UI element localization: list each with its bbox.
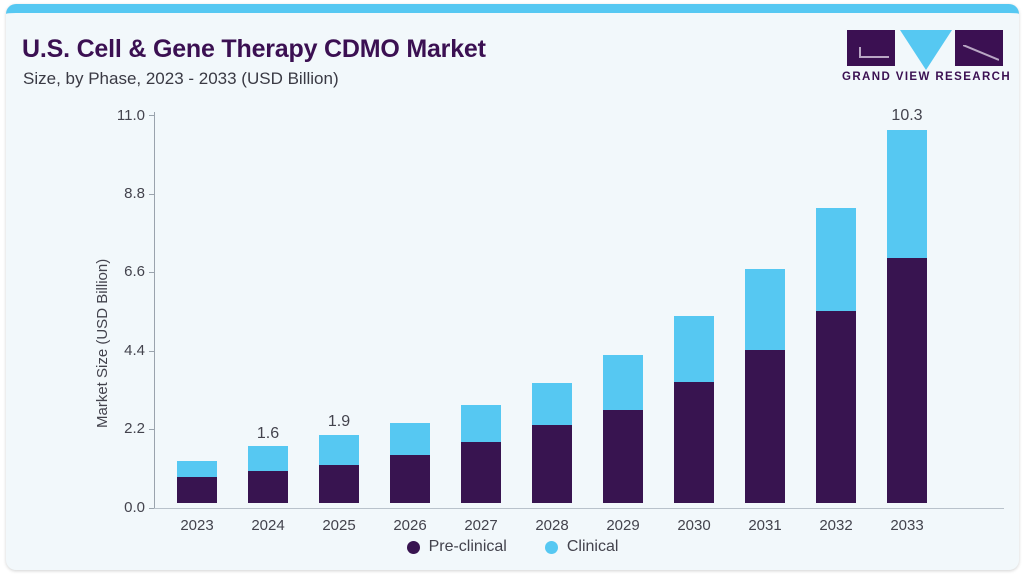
y-tick-mark-2: [149, 351, 155, 352]
bar-segment-preclinical: [532, 425, 572, 503]
bar-chart-plot: Market Size (USD Billion) 0.0 2.2 4.4 6.…: [6, 13, 1019, 570]
y-tick-mark-5: [149, 115, 155, 116]
bar-segment-clinical: [390, 423, 430, 455]
x-tick-label-2031: 2031: [748, 517, 782, 534]
bar-2023[interactable]: [177, 461, 217, 503]
page-subtitle: Size, by Phase, 2023 - 2033 (USD Billion…: [23, 69, 339, 88]
legend-item-pre-clinical[interactable]: Pre-clinical: [406, 538, 507, 556]
bar-2026[interactable]: [390, 423, 430, 503]
x-tick-label-2023: 2023: [180, 517, 214, 534]
x-axis-line: [154, 508, 1004, 509]
bar-value-label-2025: 1.9: [327, 413, 351, 430]
logo-marks: [847, 30, 1003, 70]
bar-segment-clinical: [248, 446, 288, 471]
legend-item-clinical[interactable]: Clinical: [544, 538, 619, 556]
bar-segment-clinical: [177, 461, 217, 477]
y-tick-label-3: 6.6: [124, 263, 145, 280]
x-tick-label-2028: 2028: [535, 517, 569, 534]
bar-segment-clinical: [674, 316, 714, 382]
logo-wordmark: GRAND VIEW RESEARCH: [842, 71, 1012, 83]
bar-segment-clinical: [461, 405, 501, 442]
bar-2032[interactable]: [816, 208, 856, 503]
bar-segment-preclinical: [319, 465, 359, 503]
x-tick-label-2033: 2033: [890, 517, 924, 534]
legend-label-clinical: Clinical: [566, 538, 619, 555]
bar-2029[interactable]: [603, 355, 643, 503]
legend-dot-icon-clinical: [544, 540, 558, 554]
y-tick-mark-1: [149, 429, 155, 430]
x-tick-label-2025: 2025: [322, 517, 356, 534]
bar-2028[interactable]: [532, 383, 572, 503]
logo-v-triangle-icon: [900, 30, 952, 70]
y-tick-mark-3: [149, 272, 155, 273]
bar-segment-preclinical: [461, 442, 501, 503]
bar-segment-preclinical: [745, 350, 785, 503]
y-tick-label-2: 4.4: [124, 342, 145, 359]
x-tick-label-2024: 2024: [251, 517, 285, 534]
bar-segment-clinical: [887, 130, 927, 258]
bar-2031[interactable]: [745, 269, 785, 503]
logo-g-icon: [847, 30, 895, 66]
x-tick-label-2029: 2029: [606, 517, 640, 534]
x-tick-label-2032: 2032: [819, 517, 853, 534]
bar-segment-preclinical: [603, 410, 643, 503]
bar-value-label-2033: 10.3: [891, 107, 923, 124]
bar-2027[interactable]: [461, 405, 501, 503]
bar-segment-preclinical: [390, 455, 430, 503]
bar-2025[interactable]: [319, 435, 359, 503]
x-tick-label-2026: 2026: [393, 517, 427, 534]
chart-legend: Pre-clinical Clinical: [6, 538, 1019, 556]
bar-2033[interactable]: [887, 130, 927, 503]
y-tick-label-1: 2.2: [124, 420, 145, 437]
bar-segment-preclinical: [177, 477, 217, 503]
x-tick-label-2027: 2027: [464, 517, 498, 534]
bar-segment-clinical: [816, 208, 856, 311]
logo-g-notch: [859, 47, 889, 58]
grand-view-research-logo: GRAND VIEW RESEARCH: [842, 30, 1012, 88]
legend-label-pre-clinical: Pre-clinical: [428, 538, 507, 555]
bar-segment-clinical: [319, 435, 359, 465]
bar-segment-clinical: [745, 269, 785, 350]
x-tick-label-2030: 2030: [677, 517, 711, 534]
y-axis-line: [154, 112, 155, 508]
bar-value-label-2024: 1.6: [256, 425, 280, 442]
bar-segment-clinical: [603, 355, 643, 410]
y-tick-mark-0: [149, 508, 155, 509]
bar-2024[interactable]: [248, 446, 288, 503]
chart-card: U.S. Cell & Gene Therapy CDMO Market Siz…: [6, 4, 1019, 570]
logo-r-slash-icon: [963, 45, 999, 61]
y-tick-mark-4: [149, 194, 155, 195]
page-title: U.S. Cell & Gene Therapy CDMO Market: [22, 35, 486, 63]
bar-segment-preclinical: [816, 311, 856, 503]
legend-dot-icon-pre-clinical: [406, 540, 420, 554]
y-tick-label-0: 0.0: [124, 499, 145, 516]
bar-segment-preclinical: [248, 471, 288, 503]
logo-r-icon: [955, 30, 1003, 66]
y-tick-label-4: 8.8: [124, 185, 145, 202]
bar-2030[interactable]: [674, 316, 714, 503]
bar-segment-preclinical: [674, 382, 714, 503]
bar-segment-preclinical: [887, 258, 927, 503]
bar-segment-clinical: [532, 383, 572, 425]
y-tick-label-5: 11.0: [116, 107, 145, 124]
